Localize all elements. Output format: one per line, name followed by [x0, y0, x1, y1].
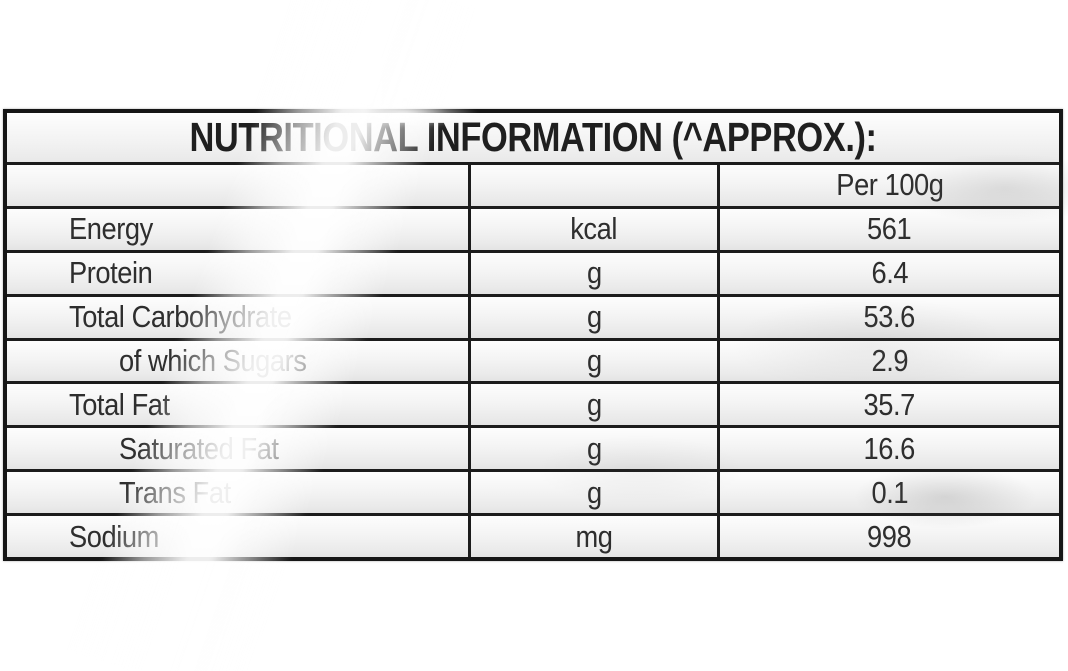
- table-title-row: NUTRITIONAL INFORMATION (^APPROX.):: [7, 113, 1059, 165]
- nutrient-label-cell: Protein: [7, 253, 468, 294]
- unit-value: kcal: [570, 211, 618, 247]
- per-100g-header-cell: Per 100g: [717, 165, 1059, 206]
- amount-cell: 0.1: [717, 472, 1059, 514]
- unit-value: g: [586, 255, 602, 291]
- amount-value: 2.9: [871, 343, 908, 378]
- nutrient-label-cell: of which Sugars: [7, 341, 468, 382]
- nutrient-label-cell: Trans Fat: [7, 472, 468, 513]
- table-row: Total Fat g 35.7: [7, 384, 1059, 429]
- amount-cell: 53.6: [717, 296, 1059, 338]
- nutrient-label: Total Fat: [69, 386, 170, 422]
- unit-cell: kcal: [468, 208, 717, 250]
- column-header-row: Per 100g: [7, 165, 1059, 209]
- nutrition-table: NUTRITIONAL INFORMATION (^APPROX.): Per …: [3, 109, 1063, 561]
- empty-label-cell: [7, 165, 468, 206]
- amount-value: 35.7: [863, 386, 916, 422]
- amount-cell: 35.7: [717, 384, 1059, 426]
- nutrient-label-cell: Saturated Fat: [7, 428, 468, 469]
- table-row: Protein g 6.4: [7, 252, 1059, 297]
- unit-cell: g: [468, 428, 717, 470]
- unit-cell: g: [468, 384, 717, 426]
- nutrient-label-cell: Sodium: [7, 516, 468, 557]
- nutrient-label-cell: Energy: [7, 209, 468, 250]
- unit-cell: g: [468, 340, 717, 382]
- unit-value: g: [586, 430, 602, 466]
- table-row: Trans Fat g 0.1: [7, 472, 1059, 517]
- table-title: NUTRITIONAL INFORMATION (^APPROX.):: [189, 114, 877, 160]
- amount-cell: 2.9: [717, 340, 1059, 382]
- amount-value: 16.6: [863, 430, 916, 466]
- nutrient-label: Protein: [69, 255, 153, 291]
- amount-value: 0.1: [871, 474, 908, 510]
- unit-value: g: [586, 386, 602, 422]
- amount-cell: 6.4: [717, 252, 1059, 294]
- nutrient-label: Trans Fat: [119, 474, 231, 510]
- unit-value: mg: [575, 518, 613, 554]
- nutrient-label-cell: Total Carbohydrate: [7, 297, 468, 338]
- amount-value: 6.4: [871, 255, 908, 291]
- nutrient-label: Total Carbohydrate: [69, 299, 292, 335]
- unit-cell: g: [468, 296, 717, 338]
- amount-value: 53.6: [863, 299, 916, 335]
- unit-value: g: [586, 474, 602, 510]
- amount-value: 998: [867, 518, 912, 554]
- unit-cell: mg: [468, 516, 717, 558]
- unit-value: g: [586, 343, 602, 378]
- nutrient-label: Sodium: [69, 518, 159, 554]
- table-row: Energy kcal 561: [7, 208, 1059, 253]
- nutrient-label: of which Sugars: [119, 343, 307, 378]
- unit-value: g: [586, 299, 602, 335]
- nutrient-label-cell: Total Fat: [7, 384, 468, 425]
- amount-cell: 561: [717, 208, 1059, 250]
- per-100g-header: Per 100g: [835, 167, 944, 203]
- table-row: Sodium mg 998: [7, 516, 1059, 558]
- table-row: of which Sugars g 2.9: [7, 340, 1059, 385]
- unit-cell: g: [468, 472, 717, 514]
- amount-value: 561: [867, 211, 912, 247]
- amount-cell: 998: [717, 516, 1059, 558]
- nutrient-label: Saturated Fat: [119, 430, 279, 466]
- table-row: Total Carbohydrate g 53.6: [7, 296, 1059, 341]
- nutrient-label: Energy: [69, 211, 153, 247]
- unit-cell: g: [468, 252, 717, 294]
- table-row: Saturated Fat g 16.6: [7, 428, 1059, 473]
- amount-cell: 16.6: [717, 428, 1059, 470]
- empty-unit-cell: [468, 165, 717, 206]
